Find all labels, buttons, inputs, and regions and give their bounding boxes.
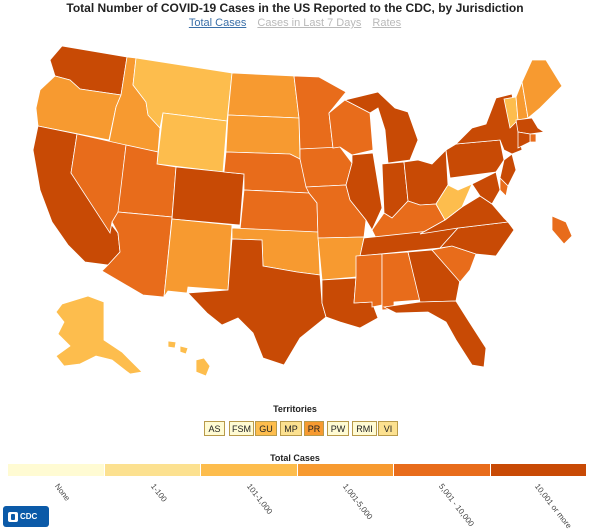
- legend-title: Total Cases: [270, 453, 320, 463]
- state-ks[interactable]: [239, 189, 319, 233]
- legend-label-5001-10000: 5,001 - 10,000: [436, 482, 476, 529]
- territory-pr[interactable]: PR: [304, 421, 324, 436]
- state-hi[interactable]: [195, 357, 211, 377]
- state-ma[interactable]: [515, 117, 546, 135]
- legend-swatch-none[interactable]: [8, 464, 105, 476]
- state-il[interactable]: [345, 152, 383, 231]
- legend-label-101-1000: 101-1,000: [244, 482, 275, 516]
- legend-swatch-1001-5000[interactable]: [297, 464, 394, 476]
- state-me[interactable]: [521, 59, 563, 119]
- tab-cases-last-7-days[interactable]: Cases in Last 7 Days: [257, 17, 362, 29]
- territory-as[interactable]: AS: [204, 421, 225, 436]
- hhs-eagle-icon: [8, 511, 18, 522]
- state-dc[interactable]: [551, 215, 573, 245]
- state-hi-islet-1[interactable]: [167, 340, 177, 349]
- state-ak[interactable]: [55, 295, 143, 375]
- state-ga[interactable]: [407, 249, 461, 303]
- state-ms[interactable]: [353, 253, 383, 308]
- chart-title: Total Number of COVID-19 Cases in the US…: [66, 1, 524, 15]
- state-nd[interactable]: [227, 72, 300, 119]
- legend-label-1001-5000: 1,001-5,000: [340, 482, 375, 522]
- territories-title: Territories: [273, 404, 317, 414]
- territory-gu[interactable]: GU: [255, 421, 277, 436]
- legend-swatch-101-1000[interactable]: [201, 464, 298, 476]
- tab-total-cases[interactable]: Total Cases: [188, 17, 247, 29]
- legend-label-none: None: [52, 482, 72, 503]
- territory-mp[interactable]: MP: [280, 421, 302, 436]
- legend-label-1-100: 1-100: [148, 482, 169, 504]
- us-map: [32, 45, 573, 377]
- legend-label-10001-plus: 10,001 or more: [532, 482, 574, 531]
- state-fl[interactable]: [382, 300, 487, 368]
- tab-rates[interactable]: Rates: [372, 17, 402, 29]
- territory-pw[interactable]: PW: [327, 421, 349, 436]
- view-tabs: Total Cases Cases in Last 7 Days Rates: [0, 17, 590, 29]
- territory-rmi[interactable]: RMI: [352, 421, 377, 436]
- state-ct[interactable]: [517, 131, 531, 149]
- territory-fsm[interactable]: FSM: [229, 421, 254, 436]
- state-ia[interactable]: [299, 146, 353, 188]
- state-ri[interactable]: [529, 133, 537, 143]
- state-tx[interactable]: [187, 238, 327, 366]
- state-nm[interactable]: [163, 218, 233, 298]
- territory-vi[interactable]: VI: [378, 421, 398, 436]
- legend-bar: [8, 464, 587, 476]
- legend-swatch-1-100[interactable]: [104, 464, 201, 476]
- cdc-logo: CDC: [3, 506, 49, 527]
- legend-swatch-5001-10000[interactable]: [394, 464, 491, 476]
- states-layer: [32, 45, 573, 377]
- legend-swatch-10001-plus[interactable]: [490, 464, 587, 476]
- state-de[interactable]: [499, 177, 509, 197]
- state-wy[interactable]: [156, 112, 228, 173]
- state-md[interactable]: [471, 171, 501, 205]
- state-co[interactable]: [171, 166, 245, 226]
- state-mi[interactable]: [343, 91, 419, 164]
- state-hi-islet-2[interactable]: [179, 345, 189, 355]
- state-nj[interactable]: [499, 153, 517, 187]
- hawaii-islets: [167, 340, 189, 355]
